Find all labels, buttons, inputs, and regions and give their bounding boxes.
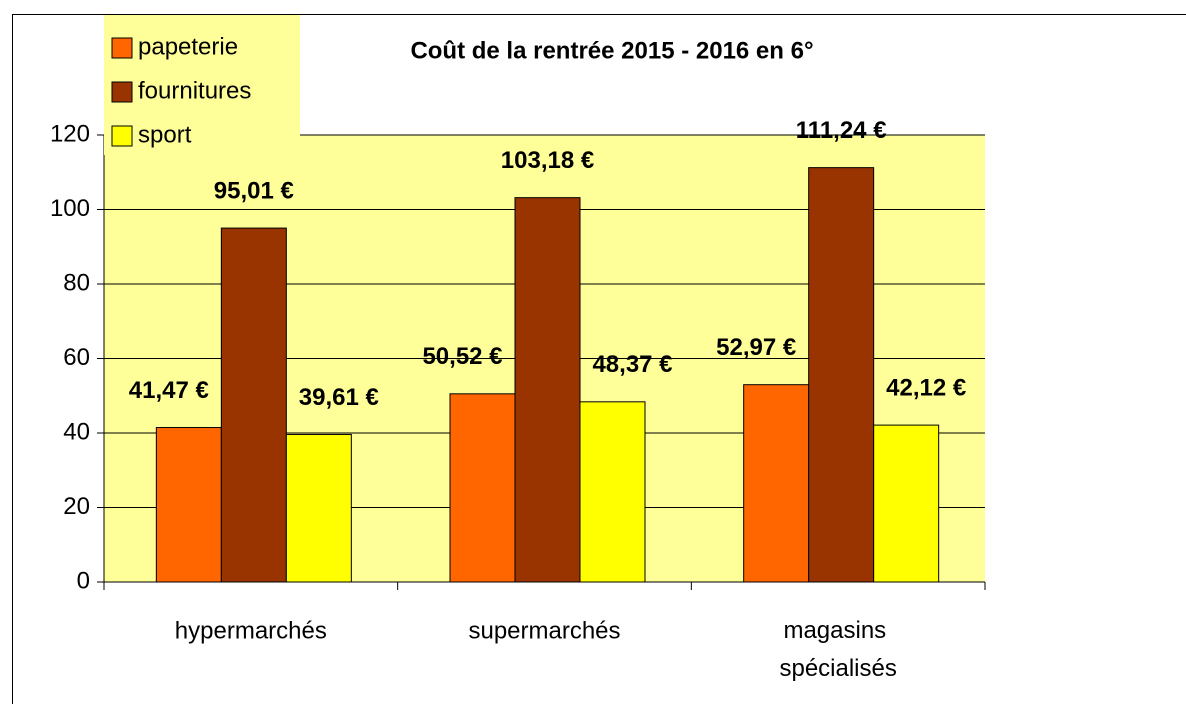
y-tick-label: 0 xyxy=(77,567,90,594)
legend-label: papeterie xyxy=(138,33,238,60)
bar xyxy=(743,384,810,583)
legend xyxy=(104,15,300,155)
x-tick-label: magasins spécialisés xyxy=(779,617,896,682)
bar xyxy=(873,424,940,583)
value-label: 39,61 € xyxy=(299,384,379,411)
legend-swatch xyxy=(111,37,133,59)
bar xyxy=(285,433,352,583)
x-tick-label-line: magasins xyxy=(783,617,892,644)
y-tick-label: 120 xyxy=(50,120,90,147)
y-tick-label: 100 xyxy=(50,195,90,222)
legend-swatch xyxy=(111,81,133,103)
value-label: 95,01 € xyxy=(214,177,294,204)
y-tick-label: 60 xyxy=(63,344,90,371)
value-label: 42,12 € xyxy=(886,374,966,401)
legend-swatch xyxy=(111,125,133,147)
y-tick-label: 20 xyxy=(63,493,90,520)
value-label: 41,47 € xyxy=(129,377,209,404)
x-tick-label-line: spécialisés xyxy=(779,655,896,682)
bar xyxy=(220,227,287,583)
bar xyxy=(579,401,646,583)
value-label: 103,18 € xyxy=(501,147,594,174)
x-tick-label: supermarchés xyxy=(468,617,620,644)
bar xyxy=(155,427,222,583)
legend-label: fournitures xyxy=(138,77,251,104)
value-label: 111,24 € xyxy=(796,117,887,144)
y-tick-label: 40 xyxy=(63,418,90,445)
legend-label: sport xyxy=(138,121,192,148)
value-label: 48,37 € xyxy=(592,351,672,378)
bar xyxy=(449,393,516,583)
x-tick-label: hypermarchés xyxy=(175,617,327,644)
value-label: 52,97 € xyxy=(716,334,796,361)
bar xyxy=(808,167,875,583)
value-label: 50,52 € xyxy=(422,343,502,370)
y-tick-label: 80 xyxy=(63,269,90,296)
bar xyxy=(514,197,581,583)
chart-title: Coût de la rentrée 2015 - 2016 en 6° xyxy=(410,37,813,64)
